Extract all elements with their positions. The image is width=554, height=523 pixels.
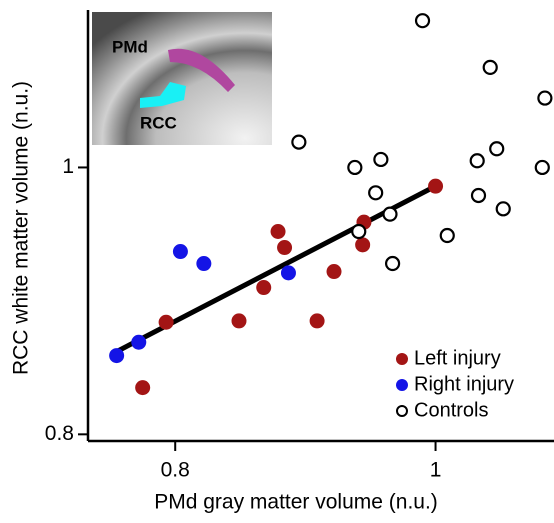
y-tick-label: 0.8	[45, 422, 74, 445]
data-point	[482, 59, 498, 75]
inset-background	[92, 12, 272, 145]
data-point	[495, 201, 511, 217]
x-axis-label: PMd gray matter volume (n.u.)	[154, 491, 438, 514]
data-point	[309, 313, 325, 329]
legend-marker	[396, 405, 408, 417]
pmd-region	[168, 48, 235, 92]
data-point	[382, 206, 398, 222]
data-point	[439, 227, 455, 244]
data-point	[196, 256, 212, 272]
data-point	[131, 334, 147, 350]
data-point	[534, 159, 550, 176]
inset-label: RCC	[140, 113, 177, 132]
legend-marker	[396, 379, 408, 391]
data-point	[368, 185, 384, 201]
data-point	[158, 314, 174, 330]
data-point	[256, 280, 272, 296]
data-point	[231, 313, 247, 329]
data-point	[428, 178, 444, 194]
data-point	[291, 134, 307, 150]
legend-label: Right injury	[414, 373, 514, 395]
data-point	[355, 237, 371, 253]
data-point	[280, 265, 296, 281]
x-tick-label: 1	[430, 459, 442, 482]
data-point	[135, 380, 151, 396]
data-point	[537, 90, 553, 106]
data-point	[326, 264, 342, 280]
data-point	[384, 255, 401, 272]
x-tick-label: 0.8	[161, 459, 190, 482]
data-point	[347, 159, 363, 176]
data-point	[109, 348, 125, 364]
data-point	[351, 223, 367, 240]
data-point	[470, 187, 487, 204]
data-point	[172, 244, 188, 260]
y-axis-label: RCC white matter volume (n.u.)	[10, 81, 33, 375]
rcc-region	[140, 82, 186, 108]
data-point	[373, 151, 389, 168]
legend-label: Left injury	[414, 347, 501, 369]
legend-marker	[396, 353, 408, 365]
inset-label: PMd	[112, 37, 148, 56]
legend-label: Controls	[414, 399, 488, 421]
data-point	[469, 153, 485, 169]
data-point	[270, 224, 286, 240]
data-point	[489, 141, 505, 157]
inset-image: PMd RCC	[92, 12, 272, 145]
data-point	[277, 240, 293, 256]
y-tick-label: 1	[62, 155, 74, 178]
data-point	[414, 13, 431, 29]
